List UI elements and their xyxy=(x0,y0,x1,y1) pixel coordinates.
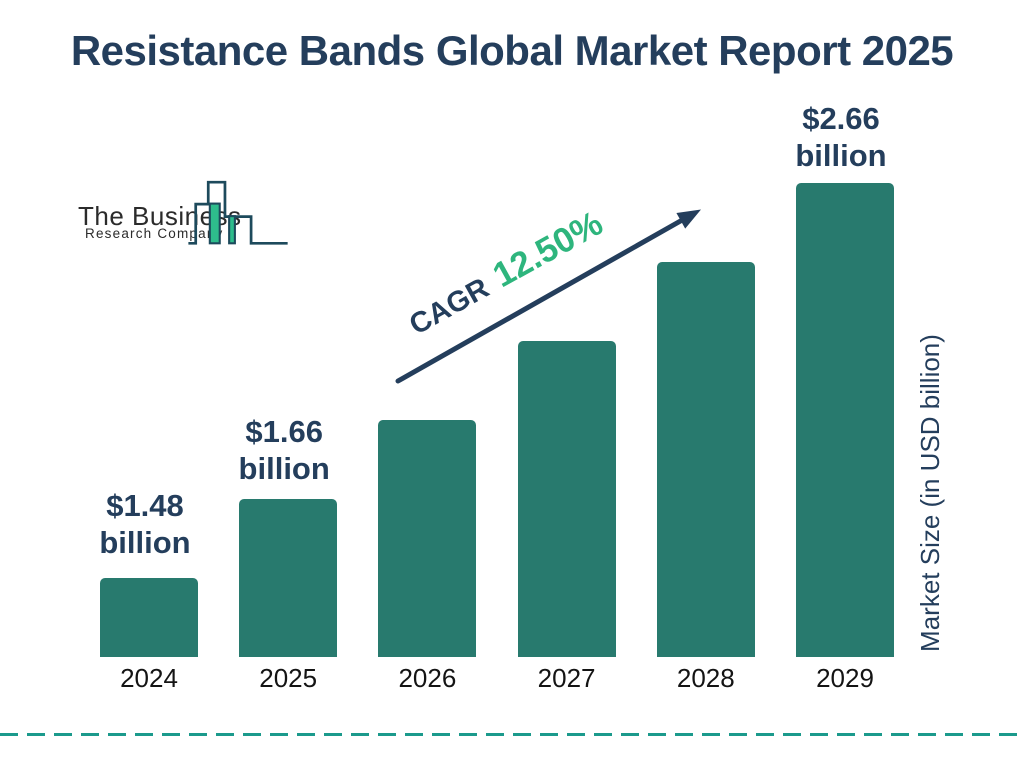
x-tick-2025: 2025 xyxy=(259,663,318,693)
value-label-2029: $2.66 billion xyxy=(795,101,887,173)
logo-text-secondary: Research Company xyxy=(85,226,224,241)
x-tick-2028: 2028 xyxy=(676,663,735,693)
bar-2026 xyxy=(378,420,477,657)
bar-2028 xyxy=(656,262,755,657)
y-axis-label: Market Size (in USD billion) xyxy=(915,334,945,652)
x-tick-2029: 2029 xyxy=(816,663,874,693)
value-label-2024: $1.48 billion xyxy=(99,488,191,560)
x-tick-2024: 2024 xyxy=(120,663,178,693)
bar-chart-logo-icon xyxy=(188,180,288,245)
cagr-label: CAGR xyxy=(404,272,495,342)
cagr-annotation: CAGR 12.50% xyxy=(387,195,628,356)
bar-2029 xyxy=(796,183,894,657)
cagr-value: 12.50% xyxy=(486,203,610,296)
dashed-divider xyxy=(0,733,1024,736)
bar-2025 xyxy=(239,499,338,657)
bar-2027 xyxy=(517,341,616,657)
x-tick-2027: 2027 xyxy=(537,663,596,693)
bar-2024 xyxy=(100,578,198,657)
x-tick-2026: 2026 xyxy=(398,663,457,693)
page-title: Resistance Bands Global Market Report 20… xyxy=(70,27,954,74)
value-label-2025: $1.66 billion xyxy=(238,414,330,486)
company-logo: The Business Research Company xyxy=(70,170,300,255)
